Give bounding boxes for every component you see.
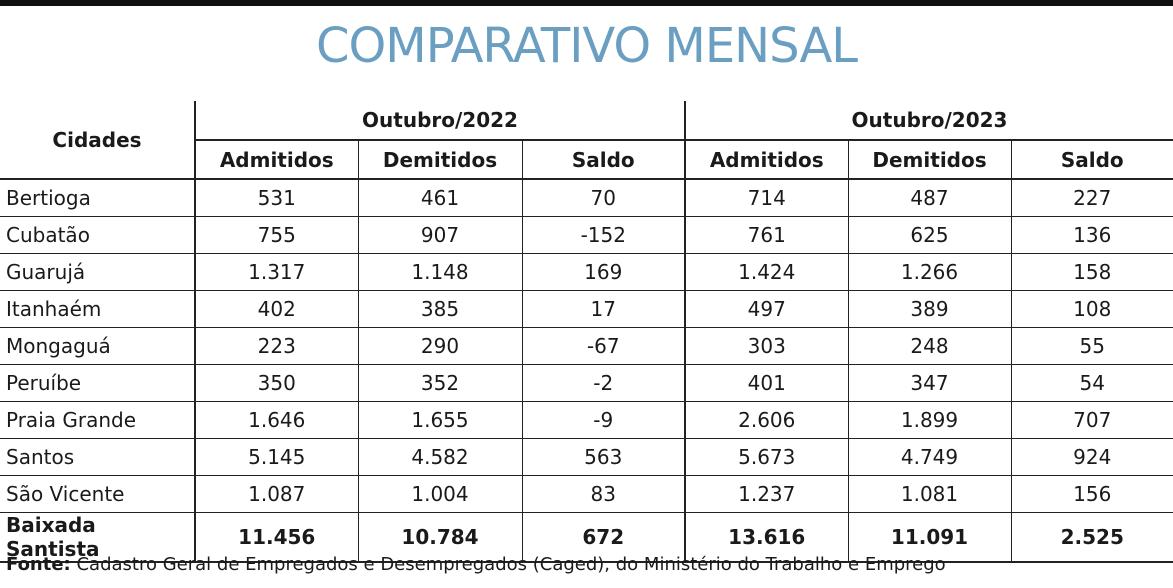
cell-demitidos-2022: 290 xyxy=(358,327,523,365)
cell-demitidos-2022: 907 xyxy=(358,216,523,254)
cell-demitidos-2023: 4.749 xyxy=(848,438,1012,476)
table-row: Praia Grande 1.646 1.655 -9 2.606 1.899 707 xyxy=(0,401,1173,439)
page-title: COMPARATIVO MENSAL xyxy=(315,18,858,74)
cell-saldo-2022: 672 xyxy=(522,512,687,563)
cell-demitidos-2022: 352 xyxy=(358,364,523,402)
cell-admitidos-2022: 1.646 xyxy=(195,401,359,439)
cell-saldo-2022: -152 xyxy=(522,216,687,254)
cell-admitidos-2022: 11.456 xyxy=(195,512,359,563)
cell-demitidos-2022: 4.582 xyxy=(358,438,523,476)
cell-admitidos-2022: 1.317 xyxy=(195,253,359,291)
cell-demitidos-2023: 11.091 xyxy=(848,512,1012,563)
cell-admitidos-2023: 1.237 xyxy=(685,475,849,513)
column-header-saldo-2023: Saldo xyxy=(1011,140,1173,180)
cell-saldo-2023: 136 xyxy=(1011,216,1173,254)
cell-saldo-2022: -9 xyxy=(522,401,687,439)
cell-demitidos-2023: 347 xyxy=(848,364,1012,402)
cell-saldo-2023: 2.525 xyxy=(1011,512,1173,563)
city-name-cell: Baixada Santista xyxy=(0,512,196,563)
cell-saldo-2022: -67 xyxy=(522,327,687,365)
column-header-demitidos-2022: Demitidos xyxy=(358,140,523,180)
column-header-saldo-2022: Saldo xyxy=(522,140,687,180)
cell-saldo-2023: 924 xyxy=(1011,438,1173,476)
cell-demitidos-2022: 1.655 xyxy=(358,401,523,439)
cell-saldo-2023: 54 xyxy=(1011,364,1173,402)
group-header-2023: Outubro/2023 xyxy=(685,101,1173,141)
cell-admitidos-2023: 13.616 xyxy=(685,512,849,563)
source-note: Fonte: Cadastro Geral de Empregados e De… xyxy=(6,554,946,575)
city-name-cell: Peruíbe xyxy=(0,364,196,402)
table-row: Bertioga 531 461 70 714 487 227 xyxy=(0,179,1173,217)
cell-admitidos-2022: 350 xyxy=(195,364,359,402)
cell-admitidos-2022: 1.087 xyxy=(195,475,359,513)
table-row: Itanhaém 402 385 17 497 389 108 xyxy=(0,290,1173,328)
table-row: Cubatão 755 907 -152 761 625 136 xyxy=(0,216,1173,254)
cell-admitidos-2023: 401 xyxy=(685,364,849,402)
table-row: Santos 5.145 4.582 563 5.673 4.749 924 xyxy=(0,438,1173,476)
group-header-2022: Outubro/2022 xyxy=(195,101,687,141)
top-border-bar xyxy=(0,0,1173,6)
city-name-cell: Bertioga xyxy=(0,179,196,217)
cell-admitidos-2023: 2.606 xyxy=(685,401,849,439)
cell-admitidos-2023: 714 xyxy=(685,179,849,217)
cell-saldo-2022: 83 xyxy=(522,475,687,513)
column-header-demitidos-2023: Demitidos xyxy=(848,140,1012,180)
table-row: São Vicente 1.087 1.004 83 1.237 1.081 156 xyxy=(0,475,1173,513)
cell-demitidos-2023: 248 xyxy=(848,327,1012,365)
cell-admitidos-2022: 223 xyxy=(195,327,359,365)
table-row: Guarujá 1.317 1.148 169 1.424 1.266 158 xyxy=(0,253,1173,291)
cell-admitidos-2023: 303 xyxy=(685,327,849,365)
source-label: Fonte: xyxy=(6,554,71,575)
cell-demitidos-2023: 487 xyxy=(848,179,1012,217)
city-name-cell: São Vicente xyxy=(0,475,196,513)
table-row: Mongaguá 223 290 -67 303 248 55 xyxy=(0,327,1173,365)
cell-demitidos-2023: 389 xyxy=(848,290,1012,328)
total-row: Baixada Santista 11.456 10.784 672 13.616 11.… xyxy=(0,512,1173,563)
cell-demitidos-2022: 461 xyxy=(358,179,523,217)
cell-demitidos-2022: 385 xyxy=(358,290,523,328)
table-row: Peruíbe 350 352 -2 401 347 54 xyxy=(0,364,1173,402)
cell-saldo-2023: 158 xyxy=(1011,253,1173,291)
cell-demitidos-2022: 1.004 xyxy=(358,475,523,513)
cell-admitidos-2022: 402 xyxy=(195,290,359,328)
city-name-cell: Cubatão xyxy=(0,216,196,254)
cell-demitidos-2022: 10.784 xyxy=(358,512,523,563)
cell-demitidos-2023: 625 xyxy=(848,216,1012,254)
cell-saldo-2022: 17 xyxy=(522,290,687,328)
city-name-cell: Guarujá xyxy=(0,253,196,291)
cell-admitidos-2022: 5.145 xyxy=(195,438,359,476)
cell-saldo-2022: 70 xyxy=(522,179,687,217)
cell-demitidos-2023: 1.899 xyxy=(848,401,1012,439)
cell-saldo-2022: -2 xyxy=(522,364,687,402)
cell-saldo-2022: 563 xyxy=(522,438,687,476)
cell-saldo-2023: 55 xyxy=(1011,327,1173,365)
cell-demitidos-2023: 1.081 xyxy=(848,475,1012,513)
cell-admitidos-2023: 497 xyxy=(685,290,849,328)
cities-column-header: Cidades xyxy=(0,101,196,180)
cell-saldo-2022: 169 xyxy=(522,253,687,291)
column-header-admitidos-2022: Admitidos xyxy=(195,140,359,180)
cell-admitidos-2023: 1.424 xyxy=(685,253,849,291)
city-name-cell: Praia Grande xyxy=(0,401,196,439)
cell-admitidos-2022: 755 xyxy=(195,216,359,254)
cell-saldo-2023: 108 xyxy=(1011,290,1173,328)
cell-saldo-2023: 227 xyxy=(1011,179,1173,217)
cell-saldo-2023: 707 xyxy=(1011,401,1173,439)
cell-demitidos-2023: 1.266 xyxy=(848,253,1012,291)
column-header-admitidos-2023: Admitidos xyxy=(685,140,849,180)
cell-admitidos-2022: 531 xyxy=(195,179,359,217)
cell-admitidos-2023: 5.673 xyxy=(685,438,849,476)
cell-saldo-2023: 156 xyxy=(1011,475,1173,513)
comparison-table: Cidades Outubro/2022 Outubro/2023 Admiti… xyxy=(0,101,1173,563)
cell-demitidos-2022: 1.148 xyxy=(358,253,523,291)
source-text: Cadastro Geral de Empregados e Desempreg… xyxy=(70,554,946,575)
city-name-cell: Mongaguá xyxy=(0,327,196,365)
table-body: Bertioga 531 461 70 714 487 227 Cubatão 755 907 -1… xyxy=(0,179,1173,563)
city-name-cell: Itanhaém xyxy=(0,290,196,328)
city-name-cell: Santos xyxy=(0,438,196,476)
cell-admitidos-2023: 761 xyxy=(685,216,849,254)
